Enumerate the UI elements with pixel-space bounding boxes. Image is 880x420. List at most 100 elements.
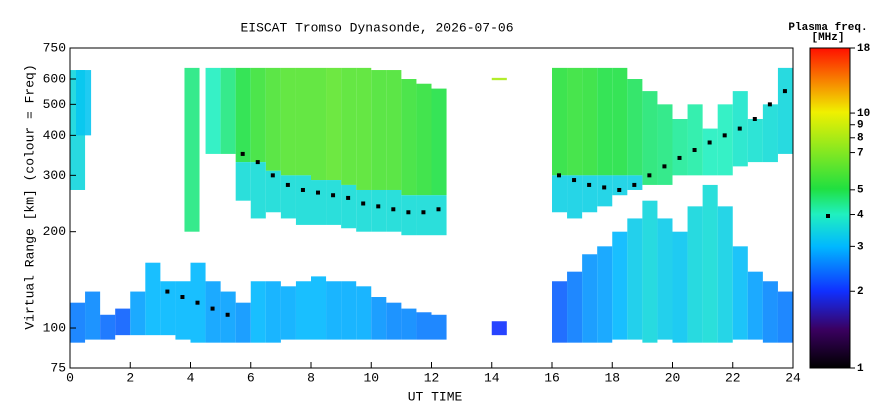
colorbar-tick-label: 2 [857, 286, 864, 298]
echo-streak [777, 291, 793, 343]
colorbar [809, 47, 851, 369]
y-tick-label: 75 [50, 360, 66, 375]
trace-point [722, 133, 727, 138]
trace-point [632, 182, 637, 187]
echo-streak [582, 254, 598, 343]
y-tick-label: 400 [43, 128, 66, 143]
echo-streak [341, 184, 357, 229]
x-axis-label: UT TIME [408, 389, 463, 404]
trace-point [225, 312, 230, 317]
trace-point [617, 187, 622, 192]
x-tick-label: 22 [725, 370, 741, 385]
trace-point [647, 173, 652, 178]
x-tick-label: 20 [665, 370, 681, 385]
trace-point [737, 126, 742, 131]
trace-point [692, 148, 697, 153]
echo-streak [265, 281, 281, 343]
echo-streak [235, 302, 251, 343]
echo-streak [401, 308, 417, 340]
trace-point [782, 89, 787, 94]
echo-streak [416, 195, 432, 236]
x-tick-label: 8 [307, 370, 315, 385]
trace-point [572, 178, 577, 183]
echo-streak [265, 170, 281, 213]
trace-key [826, 214, 830, 218]
echo-streak [311, 180, 327, 225]
echo-streak [567, 175, 583, 219]
x-tick-label: 10 [363, 370, 379, 385]
trace-point [557, 173, 561, 178]
colorbar-tick-label: 18 [857, 43, 871, 55]
echo-streak [265, 67, 281, 171]
echo-streak [597, 67, 613, 176]
colorbar-title: Plasma freq. [788, 22, 867, 34]
colorbar-tick-label: 3 [857, 241, 864, 253]
y-tick-label: 500 [43, 97, 66, 112]
x-tick-label: 6 [247, 370, 255, 385]
trace-point [346, 195, 351, 200]
echo-streak [326, 281, 342, 340]
trace-point [270, 173, 275, 178]
echo-streak [250, 67, 266, 163]
echo-streak [597, 246, 613, 343]
echo-streak [76, 70, 92, 136]
echo-streak [341, 67, 357, 185]
echo-streak [401, 195, 417, 236]
echo-streak [401, 79, 417, 196]
echo-streak [280, 67, 296, 176]
echo-streak [371, 189, 387, 232]
echo-streak [416, 312, 432, 340]
echo-streak [702, 128, 718, 176]
colorbar-tick-label: 4 [857, 209, 864, 221]
trace-point [210, 306, 215, 311]
echo-streak [220, 291, 236, 343]
echo-streak [672, 118, 688, 176]
echo-streak [627, 79, 643, 176]
trace-point [767, 102, 772, 107]
echo-streak [356, 189, 372, 232]
echo-streak [612, 231, 628, 340]
echo-streak [356, 67, 372, 190]
trace-point [752, 116, 757, 121]
echo-streak [311, 276, 327, 340]
echo-streak [130, 291, 146, 336]
echo-streak [567, 271, 583, 343]
colorbar-tick-label: 5 [857, 185, 864, 197]
y-tick-label: 100 [43, 320, 66, 335]
x-tick-label: 0 [66, 370, 74, 385]
echo-streak [612, 67, 628, 176]
echo-streak [184, 67, 200, 232]
echo-streak [100, 314, 116, 340]
colorbar-tick-label: 8 [857, 133, 864, 145]
x-tick-label: 16 [544, 370, 560, 385]
echo-streak [326, 67, 342, 181]
colorbar-tick-label: 7 [857, 147, 864, 159]
trace-point [376, 204, 381, 209]
y-tick-label: 600 [43, 71, 66, 86]
echo-streak [431, 314, 447, 340]
echo-streak [552, 281, 568, 343]
y-tick-label: 750 [43, 40, 66, 55]
echo-streak [295, 67, 311, 176]
trace-point [361, 201, 366, 206]
echo-streak [431, 195, 447, 236]
echo-streak [311, 67, 327, 181]
colorbar-tick-label: 1 [857, 363, 864, 375]
echo-streak [642, 200, 658, 343]
echo-streak [762, 281, 778, 343]
echo-streak [732, 246, 748, 340]
echo-streak [657, 104, 673, 185]
trace-point [677, 155, 682, 160]
x-tick-label: 18 [604, 370, 620, 385]
x-tick-label: 2 [126, 370, 134, 385]
echo-streak [175, 281, 191, 340]
trace-point [406, 210, 411, 215]
colorbar-tick-label: 9 [857, 120, 864, 132]
trace-point [587, 182, 592, 187]
echo-streak [687, 104, 703, 176]
echo-streak [612, 175, 628, 196]
echo-streak [642, 91, 658, 185]
trace-point [285, 182, 290, 187]
echo-streak [341, 281, 357, 340]
echo-streak [491, 321, 507, 336]
